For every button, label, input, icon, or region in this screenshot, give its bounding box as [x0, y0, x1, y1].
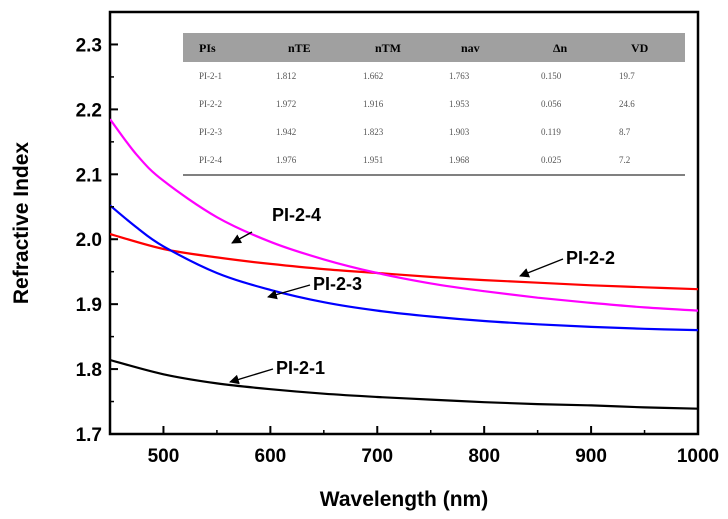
inset-table: PIs nTE nTM nav Δn VD PI-2-1 1.812 1.662 1.763 0.1… — [183, 33, 685, 176]
y-tick-label: 1.8 — [76, 360, 102, 381]
y-tick-label: 1.9 — [76, 295, 102, 316]
table-cell: 1.903 — [449, 127, 470, 137]
y-tick-label: 2.3 — [76, 35, 102, 56]
axes: 500 600 700 800 900 1000 1.7 1.8 1.9 2.0 2.1 2.2 2.3 — [76, 35, 720, 467]
plot-area — [108, 10, 700, 436]
table-cell: 1.763 — [449, 71, 470, 81]
annotation-layer: PI-2-4 PI-2-2 PI-2-3 PI-2-1 — [229, 205, 615, 385]
table-cell: 24.6 — [619, 99, 635, 109]
plot-frame — [108, 10, 700, 436]
annotation-label-pi-2-2: PI-2-2 — [566, 248, 615, 268]
annotation-label-pi-2-3: PI-2-3 — [313, 274, 362, 294]
y-axis-title: Refractive Index — [10, 142, 33, 305]
table-cell: PI-2-1 — [199, 71, 222, 81]
table-cell: 1.916 — [363, 99, 384, 109]
y-tick-label: 2.0 — [76, 230, 102, 251]
table-cell: 1.968 — [449, 155, 470, 165]
y-tick-label: 1.7 — [76, 425, 102, 446]
table-cell: 1.951 — [363, 155, 383, 165]
annotation-arrow-pi-2-2 — [519, 258, 564, 278]
x-tick-label: 1000 — [677, 446, 719, 467]
x-tick-label: 600 — [255, 446, 287, 467]
y-tick-label: 2.1 — [76, 165, 103, 186]
series-line-pi-2-1 — [110, 358, 698, 410]
annotation-label-pi-2-1: PI-2-1 — [276, 358, 325, 378]
table-cell: PI-2-2 — [199, 99, 222, 109]
table-header-vd: VD — [631, 41, 649, 55]
series-line-pi-2-4 — [110, 118, 698, 312]
annotation-arrow-pi-2-4 — [231, 231, 253, 244]
table-cell: 1.976 — [276, 155, 297, 165]
table-cell: 1.812 — [276, 71, 296, 81]
x-tick-label: 700 — [361, 446, 393, 467]
series-layer — [110, 118, 698, 410]
table-cell: 0.150 — [541, 71, 562, 81]
table-cell: 1.953 — [449, 99, 470, 109]
annotation-arrow-pi-2-3 — [267, 284, 311, 300]
y-tick-label: 2.2 — [76, 100, 102, 121]
x-tick-label: 800 — [468, 446, 500, 467]
table-cell: PI-2-4 — [199, 155, 222, 165]
annotation-label-pi-2-4: PI-2-4 — [272, 205, 321, 225]
table-cell: 1.942 — [276, 127, 296, 137]
table-cell: 1.823 — [363, 127, 384, 137]
x-tick-label: 500 — [148, 446, 180, 467]
table-cell: 8.7 — [619, 127, 631, 137]
table-cell: 19.7 — [619, 71, 635, 81]
table-cell: PI-2-3 — [199, 127, 222, 137]
x-axis-title: Wavelength (nm) — [320, 488, 488, 511]
x-tick-label: 900 — [575, 446, 607, 467]
table-header-bg — [183, 33, 685, 62]
series-line-pi-2-2 — [110, 232, 698, 291]
table-header-nte: nTE — [288, 41, 311, 55]
table-cell: 0.025 — [541, 155, 562, 165]
table-header-pis: PIs — [199, 41, 216, 55]
annotation-arrow-pi-2-1 — [229, 368, 274, 385]
table-cell: 7.2 — [619, 155, 630, 165]
table-header-ntm: nTM — [375, 41, 401, 55]
table-cell: 0.056 — [541, 99, 562, 109]
table-cell: 1.972 — [276, 99, 296, 109]
series-line-pi-2-3 — [110, 204, 698, 332]
table-header-delta-n: Δn — [553, 41, 568, 55]
table-cell: 0.119 — [541, 127, 561, 137]
table-cell: 1.662 — [363, 71, 383, 81]
table-header-nav: nav — [461, 41, 480, 55]
